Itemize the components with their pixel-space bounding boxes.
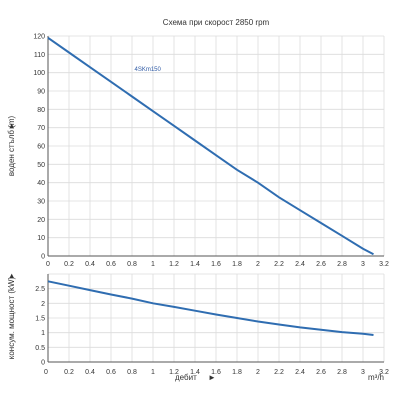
head-y-tick-label: 30 — [37, 199, 45, 206]
power-x-tick-label: 0 — [44, 369, 48, 376]
power-x-tick-label: 2.4 — [295, 369, 305, 376]
power-x-tick-label: 0.2 — [64, 369, 74, 376]
power-y-tick-label: 1 — [41, 330, 45, 337]
head-x-tick-label: 0.4 — [85, 261, 95, 268]
head-x-tick-label: 2.2 — [274, 261, 284, 268]
x-axis-label: дебит — [175, 373, 197, 382]
head-x-tick-label: 0 — [46, 261, 50, 268]
head-x-tick-label: 1.4 — [190, 261, 200, 268]
power-y-tick-label: 2 — [41, 301, 45, 308]
x-unit-label: m³/h — [368, 373, 384, 382]
power-x-tick-label: 0.8 — [127, 369, 137, 376]
head-series-line — [47, 36, 374, 256]
head-x-tick-label: 1.8 — [232, 261, 242, 268]
x-arrow-icon: ► — [208, 373, 216, 382]
power-x-tick-label: 2.6 — [316, 369, 326, 376]
power-x-tick-label: 0.4 — [85, 369, 95, 376]
head-x-tick-label: 2.4 — [295, 261, 305, 268]
head-x-tick-label: 3 — [361, 261, 365, 268]
head-y-tick-label: 20 — [37, 217, 45, 224]
power-y-tick-label: 1.5 — [35, 316, 45, 323]
head-y-tick-label: 60 — [37, 144, 45, 151]
head-y-tick-label: 40 — [37, 180, 45, 187]
power-x-tick-label: 2.2 — [274, 369, 284, 376]
head-y-tick-label: 80 — [37, 107, 45, 114]
power-x-tick-label: 1 — [151, 369, 155, 376]
power-y-tick-label: 0 — [41, 360, 45, 367]
chart-title: Схема при скорост 2850 rpm — [163, 18, 270, 27]
power-x-tick-label: 1.6 — [211, 369, 221, 376]
head-y-tick-label: 90 — [37, 89, 45, 96]
head-x-tick-label: 0.2 — [64, 261, 74, 268]
power-x-tick-label: 1.4 — [190, 369, 200, 376]
head-y-tick-label: 50 — [37, 162, 45, 169]
head-x-tick-label: 2 — [256, 261, 260, 268]
power-series-line — [47, 280, 374, 336]
head-y-tick-label: 120 — [33, 34, 45, 41]
head-x-tick-label: 2.8 — [337, 261, 347, 268]
head-y-axis-label: воден стълб (m) — [7, 116, 16, 177]
head-x-tick-label: 0.6 — [106, 261, 116, 268]
head-x-tick-label: 1.6 — [211, 261, 221, 268]
power-y-tick-label: 2.5 — [35, 286, 45, 293]
head-y-tick-label: 100 — [33, 70, 45, 77]
power-x-tick-label: 2 — [256, 369, 260, 376]
head-x-tick-label: 2.6 — [316, 261, 326, 268]
head-x-tick-label: 0.8 — [127, 261, 137, 268]
head-y-tick-label: 10 — [37, 235, 45, 242]
y-arrow-icon: ► — [7, 122, 16, 130]
head-y-tick-label: 110 — [34, 52, 45, 59]
power-x-tick-label: 0.6 — [106, 369, 116, 376]
power-chart: 0 0.5 1 1.5 2 2.5 0.2 0.4 0.6 0.8 1 1.2 1.4 1.6 1.8 2 2.… — [7, 272, 389, 382]
power-x-tick-label: 1.8 — [232, 369, 242, 376]
head-y-tick-label: 70 — [37, 125, 45, 132]
power-x-tick-label: 2.8 — [337, 369, 347, 376]
power-x-tick-label: 3 — [361, 369, 365, 376]
y-arrow-icon: ► — [7, 272, 16, 280]
head-chart: 0 10 20 30 40 50 60 70 80 90 100 110 120 0 0.2 0.4 0.6 0.… — [7, 34, 389, 269]
power-y-tick-label: 0.5 — [35, 345, 45, 352]
power-y-axis-label: консум. мощност (kW) — [7, 276, 16, 359]
head-series-label: 4SKm150 — [135, 67, 162, 73]
head-x-tick-label: 1 — [151, 261, 155, 268]
head-y-tick-label: 0 — [41, 254, 45, 261]
head-x-tick-label: 3.2 — [379, 261, 389, 268]
head-x-tick-label: 1.2 — [169, 261, 179, 268]
power-x-tick-label: 1.2 — [169, 369, 179, 376]
power-x-tick-label: 3.2 — [379, 369, 389, 376]
